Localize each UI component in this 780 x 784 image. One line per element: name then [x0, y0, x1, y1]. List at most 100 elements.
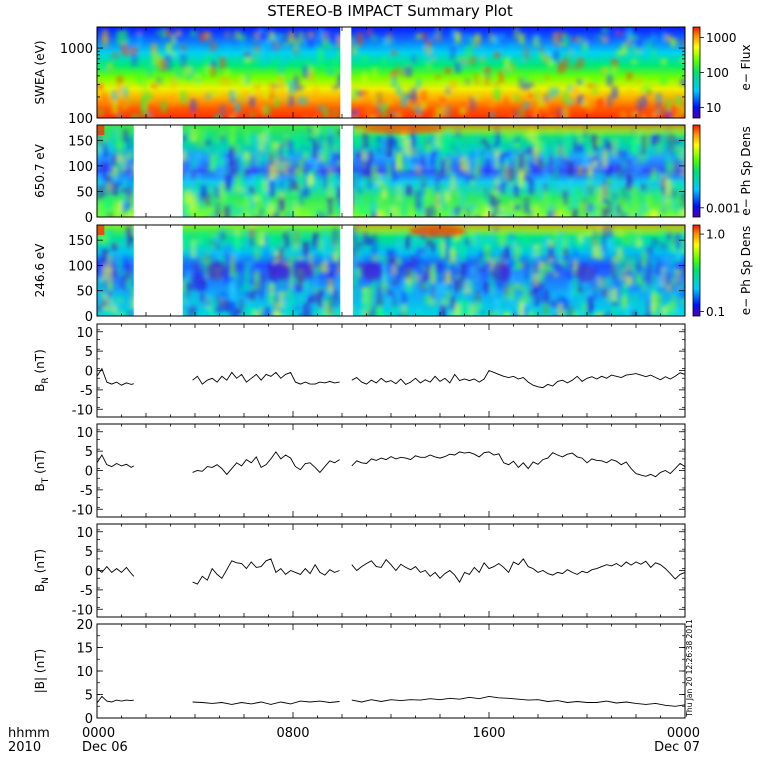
bmag-ytick-label-2: 10 — [76, 665, 93, 680]
bn-line-segment-1 — [192, 558, 340, 585]
pad650-hot-band — [97, 125, 685, 137]
br-ylabel-sub: R — [41, 377, 51, 383]
bmag-ylabel-main: |B| — [33, 677, 47, 693]
bmag-ytick-label-3: 15 — [76, 642, 93, 657]
bt-ylabel-sub: T — [41, 477, 51, 484]
bmag-series — [96, 695, 686, 707]
figure-title: STEREO-B IMPACT Summary Plot — [267, 2, 513, 20]
pad246-data-gap-0 — [133, 224, 183, 317]
swea-data-gap-0 — [340, 26, 352, 119]
bn-ytick-label-4: 10 — [76, 526, 93, 541]
pad246-hot-band — [97, 225, 685, 283]
swea-colorbar-tick-label-0: 1000 — [706, 31, 737, 45]
pad650-colorbar-tick-label-0: 0.001 — [706, 201, 740, 215]
x-tick-label-3: 0000 — [667, 726, 700, 741]
bn-line-segment-0 — [96, 565, 135, 577]
bn-ytick-label-0: -10 — [72, 603, 93, 618]
bt-line-segment-1 — [192, 451, 340, 476]
br-line-segment-0 — [96, 367, 134, 386]
x-tick-label-0: 0000 — [82, 726, 115, 741]
pad246-ytick-label-0: 0 — [85, 310, 93, 325]
x-tick-label-1: 0800 — [276, 726, 309, 741]
swea-colorbar-label: e− Flux — [739, 44, 753, 90]
bn-ytick-label-1: -5 — [80, 584, 93, 599]
bn-ylabel-sub: N — [41, 577, 51, 584]
pad246-ylabel: 246.6 eV — [33, 243, 47, 298]
br-ylabel: BR (nT) — [33, 349, 51, 392]
pad246-heatmap-image — [97, 225, 685, 316]
bmag-ylabel: |B| (nT) — [33, 649, 47, 693]
bt-ylabel-main: B — [33, 483, 47, 491]
bn-frame — [96, 523, 686, 618]
bn-ylabel-unit: (nT) — [33, 549, 47, 577]
pad246-colorbar-label: e− Ph Sp Dens — [739, 226, 753, 315]
bt-ytick-label-1: -5 — [80, 484, 93, 499]
x-date-label-1: Dec 07 — [654, 740, 700, 755]
bn-ylabel: BN (nT) — [33, 549, 51, 592]
pad650-data-gap-0 — [133, 124, 183, 218]
bn-ytick-label-3: 5 — [85, 545, 93, 560]
bt-ylabel-unit: (nT) — [33, 450, 47, 478]
swea-colorbar — [692, 26, 701, 119]
x-axis-left-label-bottom: 2010 — [8, 740, 41, 755]
pad246-colorbar-tick-label-1: 0.1 — [706, 305, 725, 319]
br-ytick-label-3: 5 — [85, 345, 93, 360]
timestamp-label: Thu Jan 20 12:26:38 2011 — [685, 619, 694, 718]
x-axis-left-label-top: hhmm — [8, 726, 50, 741]
swea-heatmap-texture — [97, 27, 685, 118]
bmag-ytick-label-4: 20 — [76, 618, 93, 633]
bn-ylabel-main: B — [33, 584, 47, 592]
br-ytick-label-0: -10 — [72, 403, 93, 418]
bt-line-segment-2 — [351, 451, 686, 478]
x-tick-label-2: 1600 — [472, 726, 505, 741]
br-ylabel-main: B — [33, 384, 47, 392]
br-ytick-label-1: -5 — [80, 384, 93, 399]
bmag-ylabel-unit: (nT) — [33, 649, 47, 677]
pad650-ytick-label-0: 0 — [85, 211, 93, 226]
x-date-label-0: Dec 06 — [82, 740, 128, 755]
bmag-line-segment-1 — [192, 700, 340, 705]
pad246-colorbar-tick-label-0: 1.0 — [706, 228, 725, 242]
br-line-segment-1 — [192, 371, 340, 385]
bn-line-segment-2 — [351, 558, 686, 583]
pad246-ytick-label-1: 50 — [76, 285, 93, 300]
bmag-line-segment-2 — [351, 695, 686, 707]
swea-ytick-label-1: 100 — [68, 112, 93, 127]
panel-br: -10 -5 0 5 10 BR (nT) — [33, 323, 686, 418]
bmag-frame — [96, 623, 686, 719]
bt-ytick-label-2: 0 — [85, 465, 93, 480]
br-ylabel-unit: (nT) — [33, 349, 47, 377]
pad246-ytick-label-3: 150 — [68, 234, 93, 249]
br-ytick-label-2: 0 — [85, 365, 93, 380]
pad246-colorbar — [692, 224, 701, 317]
bmag-ytick-label-0: 0 — [85, 712, 93, 727]
bn-ytick-label-2: 0 — [85, 565, 93, 580]
swea-heatmap-image — [97, 27, 685, 118]
pad246-data-gap-1 — [340, 224, 354, 317]
pad650-colorbar-label: e− Ph Sp Dens — [739, 126, 753, 215]
panel-pad246: 1.0 0.1 e− Ph Sp Dens 0 50 100 150 246.6 eV — [33, 224, 753, 325]
panel-bn: -10 -5 0 5 10 BN (nT) — [33, 523, 686, 618]
swea-ylabel: SWEA (eV) — [33, 40, 47, 104]
pad650-ylabel: 650.7 eV — [33, 143, 47, 198]
pad650-data-gap-1 — [340, 124, 354, 218]
bmag-ytick-label-1: 5 — [85, 689, 93, 704]
br-frame — [96, 323, 686, 418]
bmag-line-segment-0 — [96, 695, 134, 704]
bt-frame — [96, 423, 686, 518]
pad650-ytick-label-1: 50 — [76, 185, 93, 200]
br-line-segment-2 — [351, 369, 686, 389]
pad246-ytick-label-2: 100 — [68, 259, 93, 274]
bn-series — [96, 558, 686, 585]
bt-series — [96, 451, 686, 478]
swea-colorbar-tick-label-1: 100 — [706, 66, 729, 80]
bt-ytick-label-3: 5 — [85, 445, 93, 460]
br-ytick-label-4: 10 — [76, 326, 93, 341]
swea-ytick-label-0: 1000 — [60, 42, 93, 57]
